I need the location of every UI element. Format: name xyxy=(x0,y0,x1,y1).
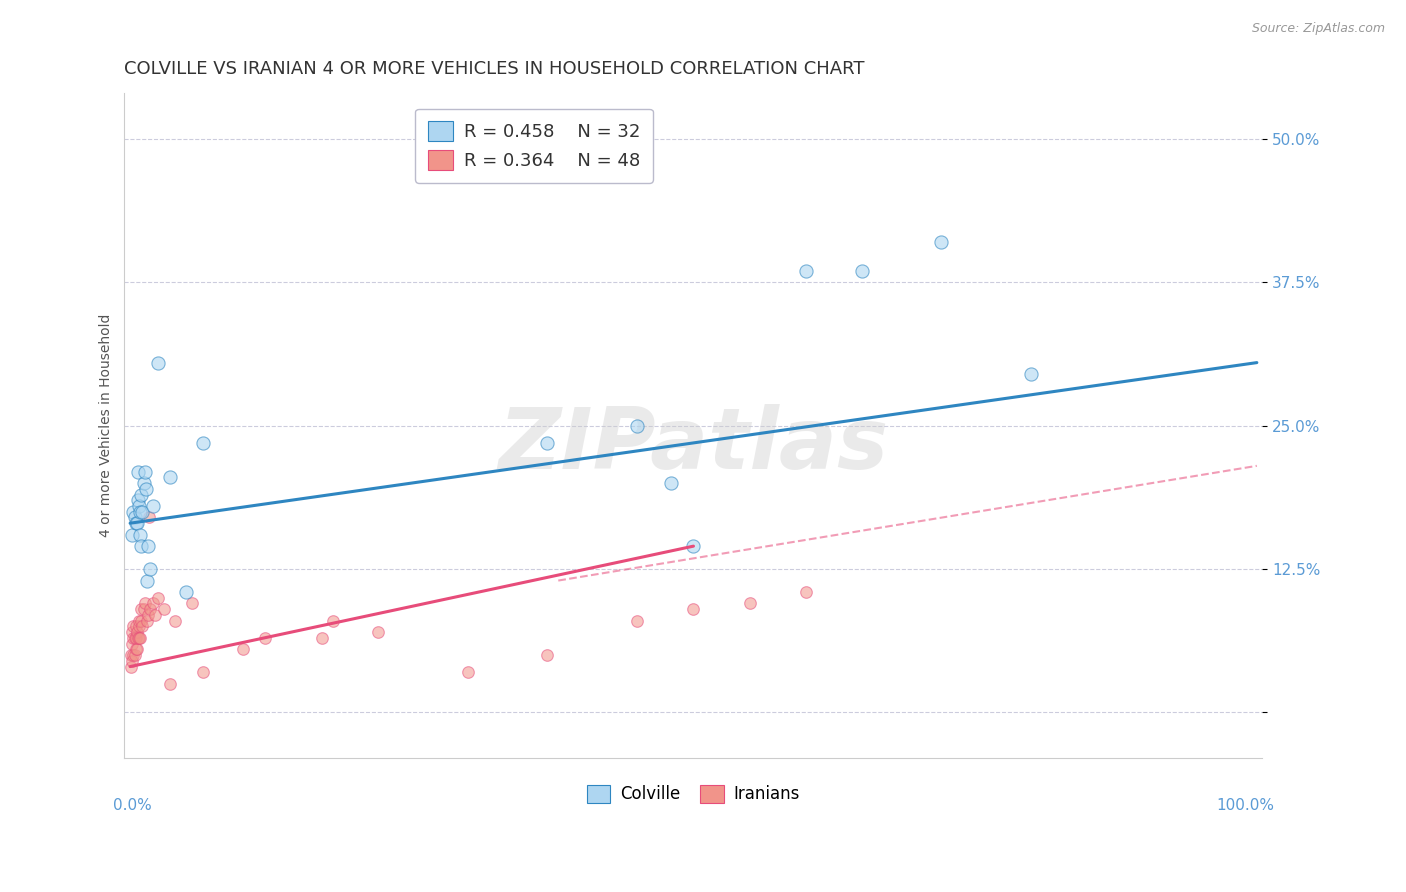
Point xyxy=(322,614,344,628)
Point xyxy=(125,516,148,531)
Point xyxy=(132,602,155,616)
Point xyxy=(134,597,156,611)
Point xyxy=(132,476,155,491)
Point xyxy=(129,505,152,519)
Point xyxy=(128,631,150,645)
Point xyxy=(159,470,181,484)
Point xyxy=(127,631,149,645)
Point xyxy=(682,539,704,553)
Point xyxy=(129,631,152,645)
Point xyxy=(124,648,146,662)
Text: COLVILLE VS IRANIAN 4 OR MORE VEHICLES IN HOUSEHOLD CORRELATION CHART: COLVILLE VS IRANIAN 4 OR MORE VEHICLES I… xyxy=(125,60,865,78)
Point xyxy=(136,539,159,553)
Text: 100.0%: 100.0% xyxy=(1216,798,1274,814)
Point xyxy=(125,516,148,531)
Point xyxy=(159,677,181,691)
Point xyxy=(122,505,145,519)
Point xyxy=(121,625,143,640)
Point xyxy=(122,619,145,633)
Point xyxy=(659,476,682,491)
Point xyxy=(131,602,153,616)
Point xyxy=(136,614,159,628)
Point xyxy=(142,499,165,513)
Point xyxy=(131,619,153,633)
Point xyxy=(181,597,204,611)
Point xyxy=(131,487,153,501)
Point xyxy=(254,631,277,645)
Point xyxy=(122,648,145,662)
Point xyxy=(121,527,143,541)
Point xyxy=(121,637,143,651)
Point xyxy=(931,235,953,249)
Point xyxy=(138,510,160,524)
Point xyxy=(127,493,149,508)
Point xyxy=(457,665,479,680)
Point xyxy=(142,597,165,611)
Point xyxy=(127,465,149,479)
Point xyxy=(193,436,215,450)
Point xyxy=(176,585,198,599)
Point xyxy=(125,642,148,657)
Point xyxy=(794,585,817,599)
Point xyxy=(131,505,153,519)
Point xyxy=(125,631,148,645)
Text: ZIPatlas: ZIPatlas xyxy=(498,404,889,487)
Point xyxy=(125,642,148,657)
Point xyxy=(131,539,153,553)
Point xyxy=(1021,367,1043,381)
Point xyxy=(128,499,150,513)
Point xyxy=(122,631,145,645)
Point xyxy=(626,614,648,628)
Point xyxy=(148,356,170,370)
Point xyxy=(794,264,817,278)
Point xyxy=(125,619,148,633)
Point xyxy=(536,648,558,662)
Point xyxy=(129,527,152,541)
Point xyxy=(682,602,704,616)
Point xyxy=(232,642,254,657)
Point xyxy=(367,625,389,640)
Text: Source: ZipAtlas.com: Source: ZipAtlas.com xyxy=(1251,22,1385,36)
Point xyxy=(139,562,162,576)
Point xyxy=(165,614,187,628)
Point xyxy=(135,482,157,496)
Point xyxy=(143,607,166,622)
Point xyxy=(134,465,156,479)
Point xyxy=(124,510,146,524)
Point xyxy=(121,654,143,668)
Point xyxy=(136,574,159,588)
Point xyxy=(851,264,873,278)
Point xyxy=(131,614,153,628)
Point xyxy=(136,607,159,622)
Point xyxy=(128,619,150,633)
Point xyxy=(139,602,162,616)
Y-axis label: 4 or more Vehicles in Household: 4 or more Vehicles in Household xyxy=(100,314,114,537)
Point xyxy=(626,418,648,433)
Point xyxy=(738,597,761,611)
Point xyxy=(311,631,333,645)
Point xyxy=(148,591,170,605)
Point xyxy=(125,625,148,640)
Point xyxy=(153,602,176,616)
Point xyxy=(120,648,142,662)
Point xyxy=(120,659,142,673)
Legend: Colville, Iranians: Colville, Iranians xyxy=(581,778,807,810)
Point xyxy=(124,631,146,645)
Point xyxy=(128,614,150,628)
Text: 0.0%: 0.0% xyxy=(112,798,152,814)
Point xyxy=(193,665,215,680)
Point xyxy=(536,436,558,450)
